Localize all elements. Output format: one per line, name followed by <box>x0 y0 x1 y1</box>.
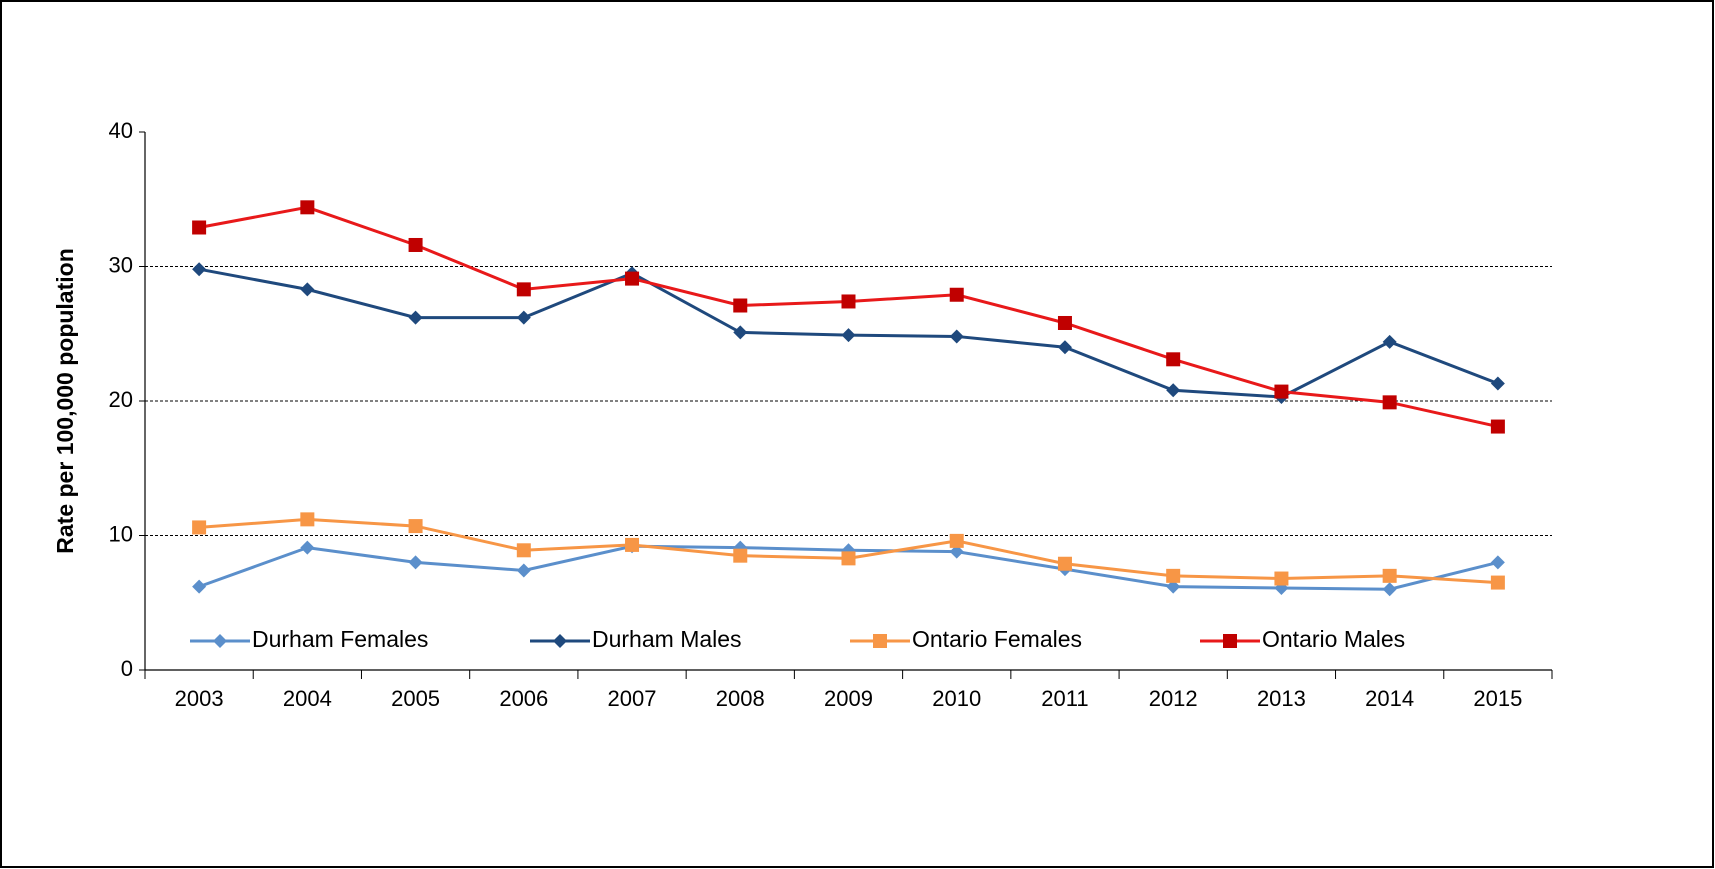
y-tick-label: 30 <box>109 252 133 277</box>
data-point <box>1057 315 1072 330</box>
y-tick-label: 10 <box>109 521 133 546</box>
data-point <box>408 555 423 570</box>
legend-marker <box>213 634 227 648</box>
y-tick-label: 20 <box>109 387 133 412</box>
x-tick-label: 2003 <box>175 686 224 711</box>
data-point <box>1057 340 1072 355</box>
legend-marker <box>1223 634 1237 648</box>
data-point <box>192 520 207 535</box>
data-point <box>408 237 423 252</box>
data-point <box>1166 383 1181 398</box>
data-point <box>192 220 207 235</box>
data-point <box>516 543 531 558</box>
legend-label: Ontario Males <box>1262 626 1405 652</box>
x-tick-label: 2015 <box>1473 686 1522 711</box>
data-point <box>1382 568 1397 583</box>
data-point <box>1490 376 1505 391</box>
data-point <box>733 548 748 563</box>
y-axis-label: Rate per 100,000 population <box>52 248 78 553</box>
data-point <box>1057 556 1072 571</box>
x-tick-label: 2006 <box>499 686 548 711</box>
data-point <box>1382 395 1397 410</box>
data-point <box>300 200 315 215</box>
data-point <box>733 325 748 340</box>
legend-marker <box>873 634 887 648</box>
x-tick-label: 2013 <box>1257 686 1306 711</box>
data-point <box>1382 582 1397 597</box>
data-point <box>841 551 856 566</box>
data-point <box>1166 579 1181 594</box>
data-point <box>1490 419 1505 434</box>
x-tick-label: 2011 <box>1041 686 1088 711</box>
x-tick-label: 2012 <box>1149 686 1198 711</box>
data-point <box>408 310 423 325</box>
y-tick-label: 0 <box>121 656 133 681</box>
data-point <box>1274 384 1289 399</box>
data-point <box>625 537 640 552</box>
data-point <box>516 310 531 325</box>
data-point <box>949 287 964 302</box>
data-point <box>949 329 964 344</box>
data-point <box>841 294 856 309</box>
x-tick-label: 2010 <box>932 686 981 711</box>
data-point <box>300 512 315 527</box>
x-tick-label: 2005 <box>391 686 440 711</box>
data-point <box>949 544 964 559</box>
data-point <box>949 533 964 548</box>
legend-marker <box>553 634 567 648</box>
data-point <box>300 540 315 555</box>
data-point <box>408 519 423 534</box>
data-point <box>1166 352 1181 367</box>
data-point <box>841 328 856 343</box>
data-point <box>516 563 531 578</box>
data-point <box>1382 334 1397 349</box>
x-tick-label: 2004 <box>283 686 332 711</box>
y-tick-label: 40 <box>109 118 133 143</box>
x-tick-label: 2009 <box>824 686 873 711</box>
data-point <box>1274 571 1289 586</box>
legend-label: Durham Males <box>592 626 742 652</box>
legend-label: Ontario Females <box>912 626 1082 652</box>
data-point <box>625 271 640 286</box>
x-tick-label: 2008 <box>716 686 765 711</box>
data-point <box>516 282 531 297</box>
legend-label: Durham Females <box>252 626 428 652</box>
data-point <box>1490 575 1505 590</box>
data-point <box>192 262 207 277</box>
x-tick-label: 2007 <box>608 686 657 711</box>
data-point <box>300 282 315 297</box>
data-point <box>733 298 748 313</box>
data-point <box>1490 555 1505 570</box>
x-tick-label: 2014 <box>1365 686 1414 711</box>
data-point <box>192 579 207 594</box>
data-point <box>1166 568 1181 583</box>
